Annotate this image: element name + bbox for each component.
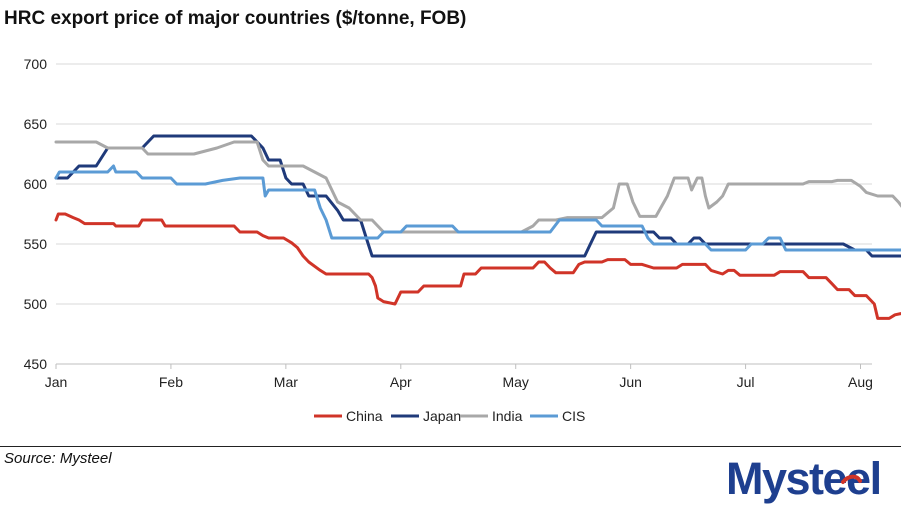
x-tick-label: Jun	[619, 374, 642, 390]
x-tick-label: Jan	[45, 374, 68, 390]
series-line-india	[54, 140, 901, 234]
x-tick-label: May	[502, 374, 528, 390]
y-tick-label: 600	[24, 176, 48, 192]
mysteel-logo: Mysteel	[726, 453, 882, 504]
y-axis: 450 500 550 600 650 700	[24, 56, 48, 372]
x-tick-label: Mar	[274, 374, 298, 390]
x-tick-label: Jul	[737, 374, 755, 390]
source-note: Source: Mysteel	[4, 450, 112, 467]
y-tick-label: 450	[24, 356, 48, 372]
legend-label-cis: CIS	[562, 408, 585, 424]
divider	[0, 446, 901, 447]
y-tick-label: 500	[24, 296, 48, 312]
y-tick-label: 550	[24, 236, 48, 252]
x-tick-label: Apr	[390, 374, 412, 390]
y-tick-label: 650	[24, 116, 48, 132]
legend-label-india: India	[492, 408, 523, 424]
legend-label-japan: Japan	[423, 408, 461, 424]
chart-title: HRC export price of major countries ($/t…	[4, 8, 467, 29]
logo-swoosh-icon	[841, 474, 862, 484]
x-tick-label: Feb	[159, 374, 183, 390]
y-tick-label: 700	[24, 56, 48, 72]
series-lines	[54, 134, 901, 320]
gridlines	[56, 63, 872, 365]
x-axis: Jan Feb Mar Apr May Jun Jul Aug	[45, 363, 873, 390]
legend-label-china: China	[346, 408, 383, 424]
series-line-cis	[54, 164, 901, 252]
legend: China Japan India CIS	[314, 408, 585, 424]
chart-area: 450 500 550 600 650 700 Jan Feb Mar Apr May Jun Jul…	[24, 56, 901, 424]
x-tick-label: Aug	[848, 374, 873, 390]
series-line-china	[54, 212, 901, 320]
